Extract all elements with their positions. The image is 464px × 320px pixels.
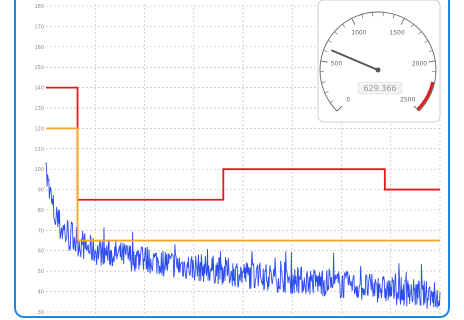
gauge-tick-mark bbox=[327, 40, 332, 43]
y-tick-label: 130 bbox=[34, 106, 44, 112]
gauge-tick-label: 0 bbox=[346, 97, 350, 104]
gauge-needle bbox=[331, 49, 379, 71]
y-tick-label: 170 bbox=[34, 24, 44, 30]
series-line-threshold-2 bbox=[46, 127, 440, 242]
gauge-tick-mark bbox=[334, 31, 338, 35]
gauge-panel bbox=[317, 0, 441, 123]
gauge-tick-label: 1000 bbox=[351, 30, 366, 37]
gauge-tick-mark bbox=[400, 18, 405, 25]
y-tick-labels: 30 40 50 60 70 80 90 100 110 120 130 140 150 160 170 18… bbox=[34, 4, 44, 316]
gauge-tick-label: 2500 bbox=[400, 97, 415, 104]
gauge-tick-mark bbox=[321, 81, 326, 83]
gauge-tick-mark bbox=[428, 50, 433, 52]
y-tick-label: 110 bbox=[34, 147, 44, 153]
gauge-tick-mark bbox=[323, 50, 328, 52]
y-tick-label: 160 bbox=[34, 45, 44, 51]
y-tick-label: 90 bbox=[38, 188, 44, 194]
gauge-tick-mark bbox=[410, 23, 414, 28]
gauge-tick-mark bbox=[324, 91, 329, 94]
y-tick-label: 70 bbox=[38, 228, 44, 234]
gauge-tick-mark bbox=[392, 14, 395, 19]
gauge-tick-mark bbox=[422, 100, 427, 103]
y-tick-label: 150 bbox=[34, 65, 44, 71]
y-tick-label: 100 bbox=[34, 167, 44, 173]
series-line-threshold-1 bbox=[46, 86, 440, 201]
gauge-tick-mark bbox=[418, 31, 422, 35]
y-tick-label: 80 bbox=[38, 208, 44, 214]
gauge-tick-mark bbox=[320, 60, 328, 63]
y-tick-label: 40 bbox=[38, 290, 44, 296]
gauge-tick-label: 2000 bbox=[412, 60, 427, 67]
gauge-tick-label: 1500 bbox=[389, 30, 404, 37]
gauge-tick-mark bbox=[342, 23, 346, 28]
gauge-tick-mark bbox=[361, 14, 364, 19]
y-tick-label: 30 bbox=[38, 310, 44, 316]
gauge-hub bbox=[375, 67, 381, 73]
gauge-tick-label: 500 bbox=[331, 60, 343, 67]
y-tick-label: 60 bbox=[38, 249, 44, 255]
gauge-tick-mark bbox=[427, 91, 432, 94]
gauge-tick-mark bbox=[351, 18, 356, 25]
gauge-tick-mark bbox=[424, 40, 429, 43]
gauge-tick-mark bbox=[413, 105, 420, 112]
gauge-tick-mark bbox=[428, 60, 436, 63]
gauge-arc bbox=[319, 11, 437, 112]
gauge-tick-mark bbox=[336, 105, 343, 112]
y-tick-label: 120 bbox=[34, 126, 44, 132]
series-line-measured bbox=[45, 162, 441, 309]
y-tick-label: 180 bbox=[34, 4, 44, 10]
gauge-red-band bbox=[416, 81, 435, 111]
chart-border bbox=[14, 0, 450, 318]
gauge-tick-mark bbox=[430, 81, 435, 83]
series-lines bbox=[45, 86, 441, 309]
gauge-readout: 629.366 bbox=[363, 84, 396, 93]
gauge-widget: 0 500 1000 1500 2000 2500 629.366 bbox=[317, 0, 441, 123]
y-tick-label: 140 bbox=[34, 86, 44, 92]
y-tick-label: 50 bbox=[38, 269, 44, 275]
gauge-tick-mark bbox=[329, 100, 334, 103]
gauge-readout-box bbox=[357, 81, 403, 95]
